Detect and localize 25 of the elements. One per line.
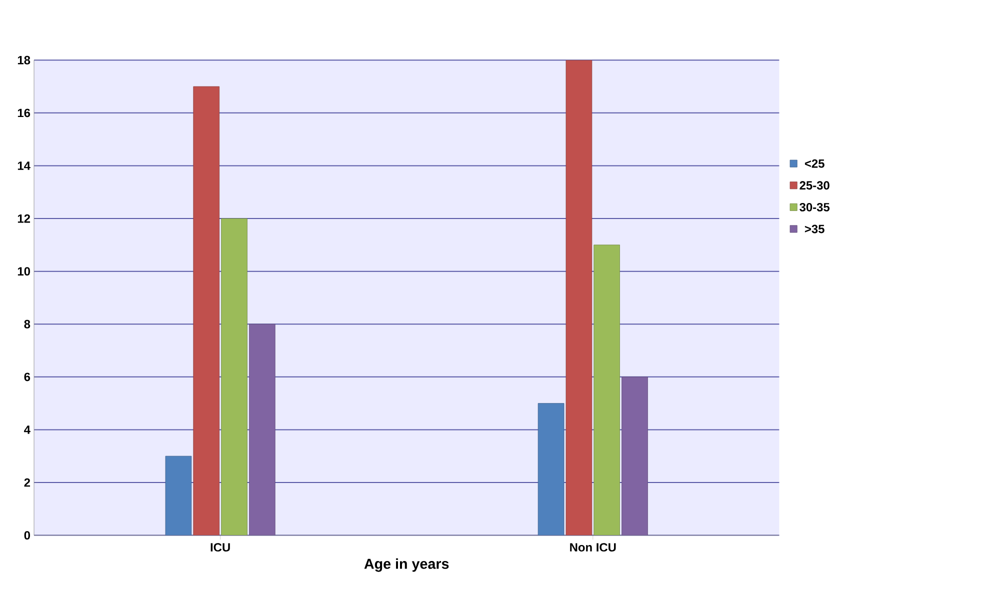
legend-label: 30-35 xyxy=(800,202,830,212)
x-tick-label: ICU xyxy=(210,543,230,552)
bar xyxy=(193,86,220,536)
x-axis-title: Age in years xyxy=(364,558,449,572)
y-tick-label: 0 xyxy=(24,531,30,540)
y-tick-label: 18 xyxy=(18,56,30,64)
y-tick-label: 6 xyxy=(24,372,30,382)
legend-label: <25 xyxy=(804,159,824,168)
y-tick-label: 8 xyxy=(24,320,30,328)
bar xyxy=(165,456,192,536)
y-tick-label: 16 xyxy=(18,108,30,118)
bar xyxy=(249,324,276,536)
bar xyxy=(594,244,620,536)
legend-label: 25-30 xyxy=(800,181,830,190)
y-tick-label: 2 xyxy=(24,478,30,487)
bar xyxy=(538,403,564,536)
y-tick-label: 10 xyxy=(18,267,30,276)
y-tick-label: 12 xyxy=(18,214,30,223)
bar xyxy=(221,218,248,536)
bar xyxy=(566,60,592,536)
bar xyxy=(622,376,648,536)
y-tick-label: 4 xyxy=(24,426,30,434)
legend-label: >35 xyxy=(804,224,824,234)
x-tick-label: Non ICU xyxy=(570,543,616,552)
y-tick-label: 14 xyxy=(18,162,30,170)
